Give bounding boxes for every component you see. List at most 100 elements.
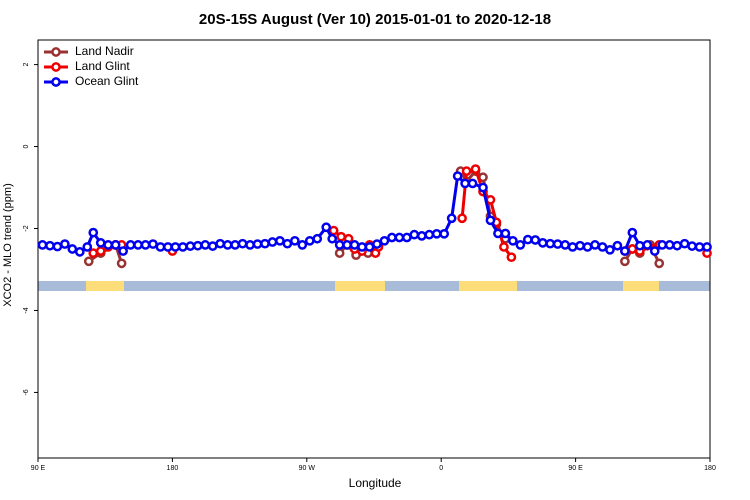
data-point <box>245 240 255 250</box>
data-point <box>515 240 526 250</box>
data-point <box>485 215 496 226</box>
data-point <box>192 240 203 251</box>
data-point <box>297 240 308 250</box>
data-point <box>424 229 435 240</box>
data-point <box>590 240 600 250</box>
data-point <box>267 237 278 247</box>
data-point <box>252 239 263 249</box>
legend-label: Land Nadir <box>75 44 134 58</box>
data-point <box>439 228 450 239</box>
y-tick-label: -2 <box>23 225 30 231</box>
data-point <box>200 240 211 250</box>
data-point <box>230 240 240 250</box>
data-point <box>402 232 412 243</box>
data-point <box>575 240 585 251</box>
data-point <box>125 240 136 250</box>
data-point <box>672 240 682 251</box>
data-point <box>116 258 127 269</box>
data-point <box>334 240 345 250</box>
data-point <box>178 242 188 252</box>
x-axis-label: Longitude <box>349 476 402 490</box>
data-point <box>409 229 420 240</box>
data-point <box>499 242 509 252</box>
data-point <box>394 232 405 243</box>
data-point <box>207 241 218 251</box>
data-point <box>327 233 338 244</box>
data-point <box>260 238 270 249</box>
x-tick-label: 180 <box>704 465 716 472</box>
data-point <box>222 240 233 250</box>
data-point <box>478 172 488 183</box>
data-point <box>336 231 346 242</box>
data-point <box>83 256 94 267</box>
data-point <box>522 234 533 245</box>
data-point <box>634 240 645 251</box>
data-point <box>627 244 638 254</box>
data-point <box>67 244 78 254</box>
data-point <box>654 258 665 269</box>
data-point <box>304 235 315 246</box>
chart-title: 20S-15S August (Ver 10) 2015-01-01 to 20… <box>199 11 551 28</box>
y-tick-label: 0 <box>23 145 30 149</box>
data-point <box>478 182 488 193</box>
data-point <box>215 238 226 249</box>
data-point <box>45 240 55 251</box>
surface-strip <box>38 281 710 291</box>
y-tick-label: -4 <box>23 307 30 313</box>
data-point <box>452 171 463 181</box>
data-point <box>431 228 442 239</box>
data-point <box>74 247 85 257</box>
legend-label: Land Glint <box>75 59 130 73</box>
data-point <box>103 240 114 250</box>
data-point <box>470 164 481 174</box>
data-point <box>500 228 511 239</box>
data-point <box>537 238 548 248</box>
data-point <box>461 166 472 176</box>
data-point <box>446 213 457 224</box>
data-point <box>508 235 518 246</box>
x-tick-label: 90 E <box>568 465 583 472</box>
data-point <box>334 248 345 258</box>
data-point <box>342 240 352 250</box>
data-point <box>560 240 570 250</box>
data-point <box>702 242 712 252</box>
data-point <box>312 233 323 244</box>
data-point <box>597 242 608 252</box>
data-point <box>95 238 106 248</box>
data-point <box>328 225 339 236</box>
data-point <box>416 231 427 241</box>
data-point <box>372 239 382 249</box>
data-point <box>567 242 578 252</box>
data-point <box>649 246 660 256</box>
data-point <box>387 232 397 243</box>
data-point <box>530 235 541 245</box>
data-point <box>545 238 556 249</box>
data-point <box>60 239 70 249</box>
data-point <box>379 235 390 246</box>
data-point <box>642 240 653 250</box>
data-point <box>185 241 196 251</box>
data-point <box>364 242 375 252</box>
data-point <box>148 239 158 249</box>
data-point <box>321 222 332 233</box>
data-point <box>485 194 496 205</box>
data-point <box>282 238 293 249</box>
data-point <box>110 240 121 250</box>
data-point <box>694 242 705 252</box>
data-point <box>133 240 143 250</box>
x-tick-label: 90 W <box>299 465 316 472</box>
legend-marker <box>51 77 61 87</box>
x-tick-label: 90 E <box>31 465 46 472</box>
data-point <box>506 252 517 263</box>
x-tick-label: 180 <box>167 465 179 472</box>
data-point <box>620 246 630 256</box>
data-point <box>163 242 173 252</box>
x-tick-label: 0 <box>439 465 443 472</box>
data-point <box>118 246 128 256</box>
data-point <box>679 238 690 249</box>
data-point <box>467 178 478 189</box>
data-point <box>140 240 151 250</box>
data-point <box>95 246 106 256</box>
legend-label: Ocean Glint <box>75 74 139 88</box>
data-point <box>37 240 48 250</box>
